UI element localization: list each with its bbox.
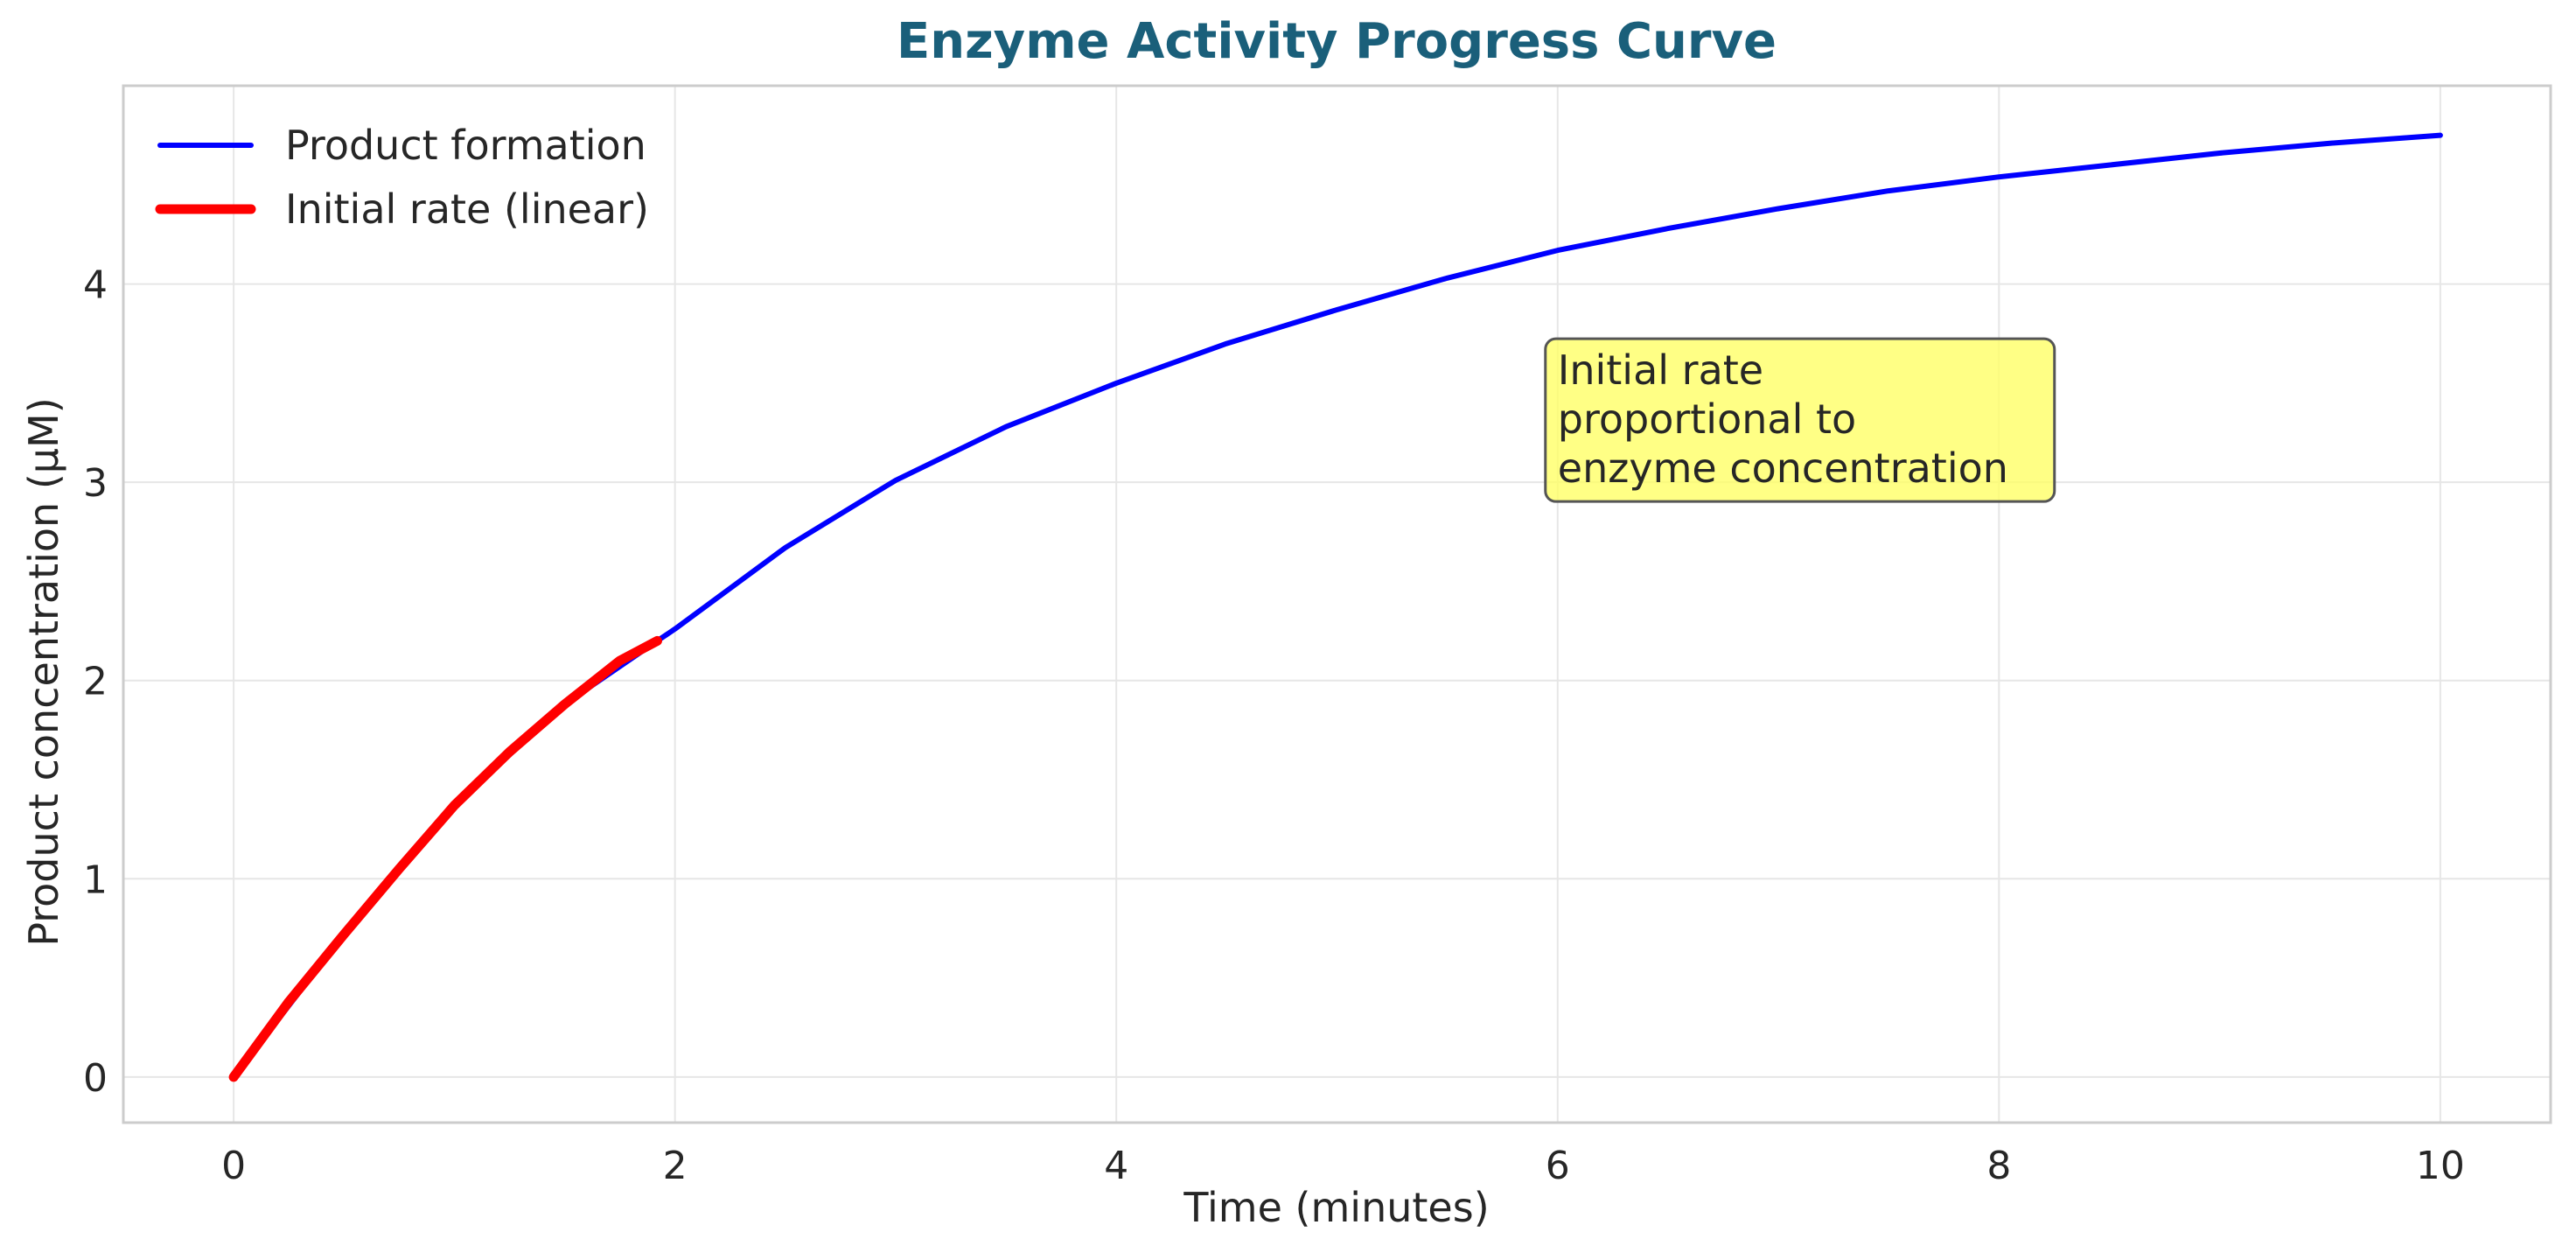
x-tick-label: 6 <box>1546 1144 1570 1188</box>
annotation-text-line: Initial rate <box>1558 346 1763 394</box>
x-tick-label: 0 <box>221 1144 246 1188</box>
y-tick-label: 1 <box>83 858 108 902</box>
annotation-text-line: enzyme concentration <box>1558 444 2008 492</box>
y-tick-label: 2 <box>83 660 108 704</box>
legend-label: Initial rate (linear) <box>285 186 649 233</box>
x-tick-label: 8 <box>1986 1144 2011 1188</box>
chart-title: Enzyme Activity Progress Curve <box>897 13 1777 70</box>
y-tick-label: 0 <box>83 1056 108 1101</box>
x-tick-label: 4 <box>1104 1144 1128 1188</box>
series-line-2 <box>228 635 662 1082</box>
legend: Product formation Initial rate (linear) <box>155 122 649 233</box>
legend-label: Product formation <box>285 122 646 169</box>
axis-ticks: 0 2 4 6 8 10 0 1 2 3 4 <box>83 263 2465 1188</box>
annotation-box <box>1544 337 2056 503</box>
x-tick-label: 10 <box>2416 1144 2465 1188</box>
y-tick-label: 4 <box>83 263 108 308</box>
grid <box>123 86 2551 1123</box>
annotation-text-line: proportional to <box>1558 396 1856 443</box>
y-tick-label: 3 <box>83 461 108 506</box>
x-axis-label: Time (minutes) <box>1183 1184 1489 1231</box>
x-tick-label: 2 <box>663 1144 688 1188</box>
plot-frame <box>122 84 2552 1124</box>
plot-series <box>228 132 2443 1082</box>
y-axis-label: Product concentration (μM) <box>20 397 67 946</box>
